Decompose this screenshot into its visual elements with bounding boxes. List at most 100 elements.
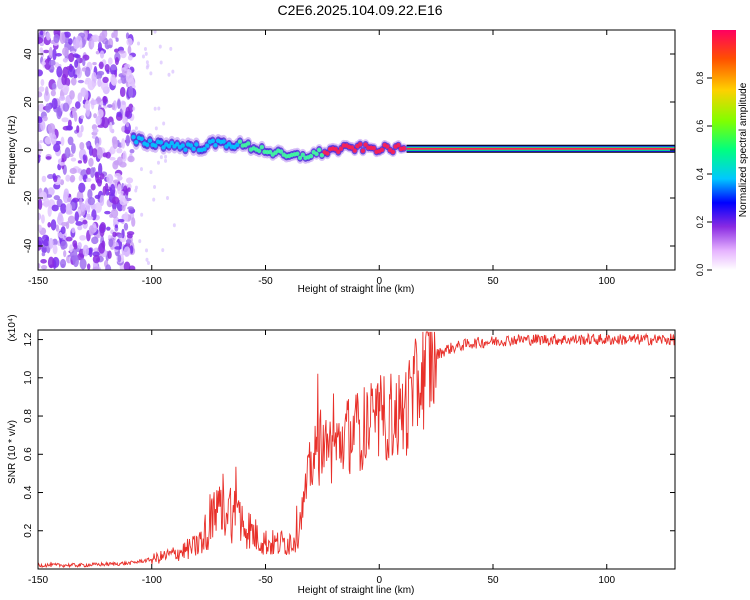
noise-speckle (87, 205, 91, 213)
snr-ytick-label: 0.4 (23, 485, 34, 499)
noise-speckle (125, 239, 132, 244)
noise-speckle (59, 258, 67, 268)
noise-speckle (40, 214, 45, 224)
noise-speckle (94, 194, 101, 199)
noise-speckle (107, 250, 112, 259)
noise-speckle (64, 147, 71, 159)
noise-speckle (73, 243, 78, 250)
ridge-core (237, 139, 243, 144)
noise-speckle (38, 224, 43, 232)
noise-speckle (153, 185, 157, 190)
noise-speckle (38, 143, 42, 155)
noise-speckle (98, 61, 104, 70)
noise-speckle (41, 175, 47, 183)
noise-speckle (47, 123, 56, 133)
noise-speckle (126, 38, 133, 47)
snr-xlabel: Height of straight line (km) (298, 585, 415, 596)
noise-speckle (72, 255, 79, 268)
noise-speckle (167, 72, 171, 77)
noise-speckle (55, 224, 60, 232)
noise-speckle (141, 54, 145, 59)
ridge-core (297, 155, 303, 161)
ridge-core (194, 142, 199, 147)
noise-speckle (131, 217, 136, 227)
noise-speckle (121, 101, 126, 105)
noise-speckle (75, 221, 83, 226)
spectrogram-ytick-label: 20 (23, 96, 34, 108)
colorbar-label: Normalized spectral amplitude (738, 82, 749, 217)
noise-speckle (96, 176, 103, 187)
noise-speckle (84, 89, 89, 101)
noise-speckle (51, 204, 59, 212)
noise-speckle (93, 113, 98, 119)
noise-speckle (82, 58, 86, 67)
colorbar-tick-label: 0.2 (695, 216, 705, 229)
noise-speckle (65, 125, 73, 131)
noise-speckle (65, 236, 73, 242)
noise-speckle (59, 32, 66, 45)
noise-speckle (100, 80, 109, 91)
noise-speckle (99, 195, 105, 207)
ridge-core (314, 151, 319, 157)
noise-speckle (132, 106, 136, 111)
noise-speckle (120, 190, 124, 194)
noise-speckle (128, 265, 136, 270)
spectrogram-xtick-label: 100 (598, 276, 615, 287)
spectrogram-xtick-label: -150 (28, 276, 48, 287)
ridge-core (161, 145, 166, 150)
noise-speckle (109, 156, 116, 161)
noise-speckle (80, 125, 84, 133)
noise-speckle (82, 219, 88, 225)
spectrogram-ytick-label: -20 (23, 190, 34, 205)
noise-speckle (115, 37, 119, 42)
noise-speckle (126, 183, 132, 190)
ridge-core (401, 146, 407, 151)
ridge-core (300, 152, 306, 158)
ridge-core (180, 143, 185, 148)
snr-xtick-label: 0 (376, 575, 382, 586)
snr-ytick-label: 1.2 (23, 332, 34, 346)
noise-speckle (48, 59, 56, 66)
noise-speckle (60, 240, 68, 250)
noise-speckle (143, 47, 147, 52)
noise-speckle (65, 203, 73, 214)
noise-speckle (38, 198, 43, 210)
noise-speckle (80, 202, 86, 212)
noise-speckle (117, 50, 126, 54)
noise-speckle (48, 237, 54, 249)
noise-speckle (106, 173, 114, 184)
noise-speckle (42, 49, 50, 54)
colorbar-tick-label: 0.0 (695, 264, 705, 277)
noise-speckle (111, 32, 115, 39)
noise-speckle (68, 38, 73, 45)
noise-speckle (116, 111, 122, 118)
noise-speckle (112, 139, 118, 150)
noise-speckle (51, 82, 57, 90)
snr-xtick-label: 50 (487, 575, 499, 586)
noise-speckle (138, 239, 142, 244)
noise-speckle (79, 234, 87, 241)
noise-speckle (149, 170, 153, 175)
noise-speckle (59, 161, 66, 166)
noise-speckle (153, 106, 157, 111)
noise-speckle (70, 77, 77, 86)
noise-speckle (126, 135, 130, 144)
noise-speckle (97, 41, 102, 52)
noise-speckle (77, 79, 85, 84)
noise-speckle (82, 244, 89, 257)
noise-speckle (86, 263, 91, 270)
noise-speckle (84, 100, 91, 111)
noise-speckle (134, 188, 138, 193)
noise-speckle (125, 106, 131, 118)
noise-speckle (38, 236, 44, 246)
noise-speckle (104, 210, 111, 215)
noise-speckle (114, 56, 119, 66)
noise-speckle (45, 103, 51, 113)
noise-speckle (47, 222, 52, 228)
noise-speckle (38, 116, 43, 124)
noise-speckle (92, 266, 100, 270)
noise-speckle (122, 150, 127, 163)
noise-speckle (50, 89, 56, 97)
noise-speckle (112, 231, 117, 238)
